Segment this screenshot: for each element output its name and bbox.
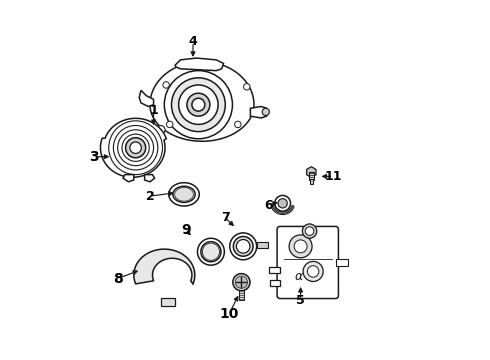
Circle shape: [262, 108, 270, 116]
Ellipse shape: [233, 237, 253, 256]
Bar: [270, 280, 280, 286]
Bar: [310, 179, 313, 184]
Polygon shape: [139, 90, 153, 107]
Polygon shape: [175, 58, 223, 71]
Circle shape: [244, 84, 250, 90]
Circle shape: [156, 126, 165, 134]
Text: α: α: [294, 270, 303, 283]
Circle shape: [278, 199, 287, 208]
Ellipse shape: [201, 242, 221, 262]
Polygon shape: [161, 298, 175, 306]
Text: 11: 11: [324, 170, 342, 183]
Circle shape: [164, 71, 232, 139]
Circle shape: [187, 93, 210, 116]
Text: 8: 8: [113, 271, 122, 285]
Circle shape: [172, 78, 225, 132]
Circle shape: [294, 240, 307, 253]
FancyBboxPatch shape: [277, 226, 339, 298]
Circle shape: [235, 121, 241, 128]
Ellipse shape: [175, 188, 194, 201]
Ellipse shape: [197, 238, 224, 265]
Bar: [269, 267, 280, 273]
Text: 5: 5: [296, 294, 305, 307]
Ellipse shape: [236, 239, 250, 253]
Ellipse shape: [230, 233, 257, 260]
Bar: [239, 290, 244, 300]
Polygon shape: [150, 62, 254, 141]
Ellipse shape: [169, 183, 199, 206]
Text: 10: 10: [219, 307, 239, 321]
Circle shape: [303, 261, 323, 282]
Text: 6: 6: [264, 199, 272, 212]
Circle shape: [233, 274, 250, 291]
Circle shape: [289, 235, 312, 258]
Text: 3: 3: [90, 150, 99, 164]
Text: 7: 7: [221, 211, 230, 224]
Circle shape: [163, 82, 170, 88]
Circle shape: [307, 266, 319, 277]
Polygon shape: [134, 249, 195, 284]
Circle shape: [130, 142, 141, 153]
Text: 9: 9: [181, 223, 191, 237]
Polygon shape: [250, 107, 269, 118]
Polygon shape: [123, 175, 134, 182]
Bar: [336, 259, 348, 266]
Circle shape: [235, 276, 247, 288]
Ellipse shape: [202, 243, 220, 260]
Polygon shape: [100, 118, 166, 177]
Circle shape: [167, 121, 173, 128]
Circle shape: [179, 85, 218, 125]
Text: 4: 4: [189, 35, 197, 49]
Circle shape: [302, 224, 317, 238]
Bar: [309, 172, 314, 180]
Polygon shape: [145, 175, 155, 182]
Text: 2: 2: [146, 190, 154, 203]
Polygon shape: [257, 242, 269, 248]
Text: 1: 1: [149, 104, 158, 117]
Circle shape: [192, 98, 205, 111]
Circle shape: [275, 195, 291, 211]
Circle shape: [305, 227, 314, 235]
Polygon shape: [307, 167, 316, 177]
Circle shape: [125, 138, 146, 158]
Ellipse shape: [173, 186, 195, 202]
